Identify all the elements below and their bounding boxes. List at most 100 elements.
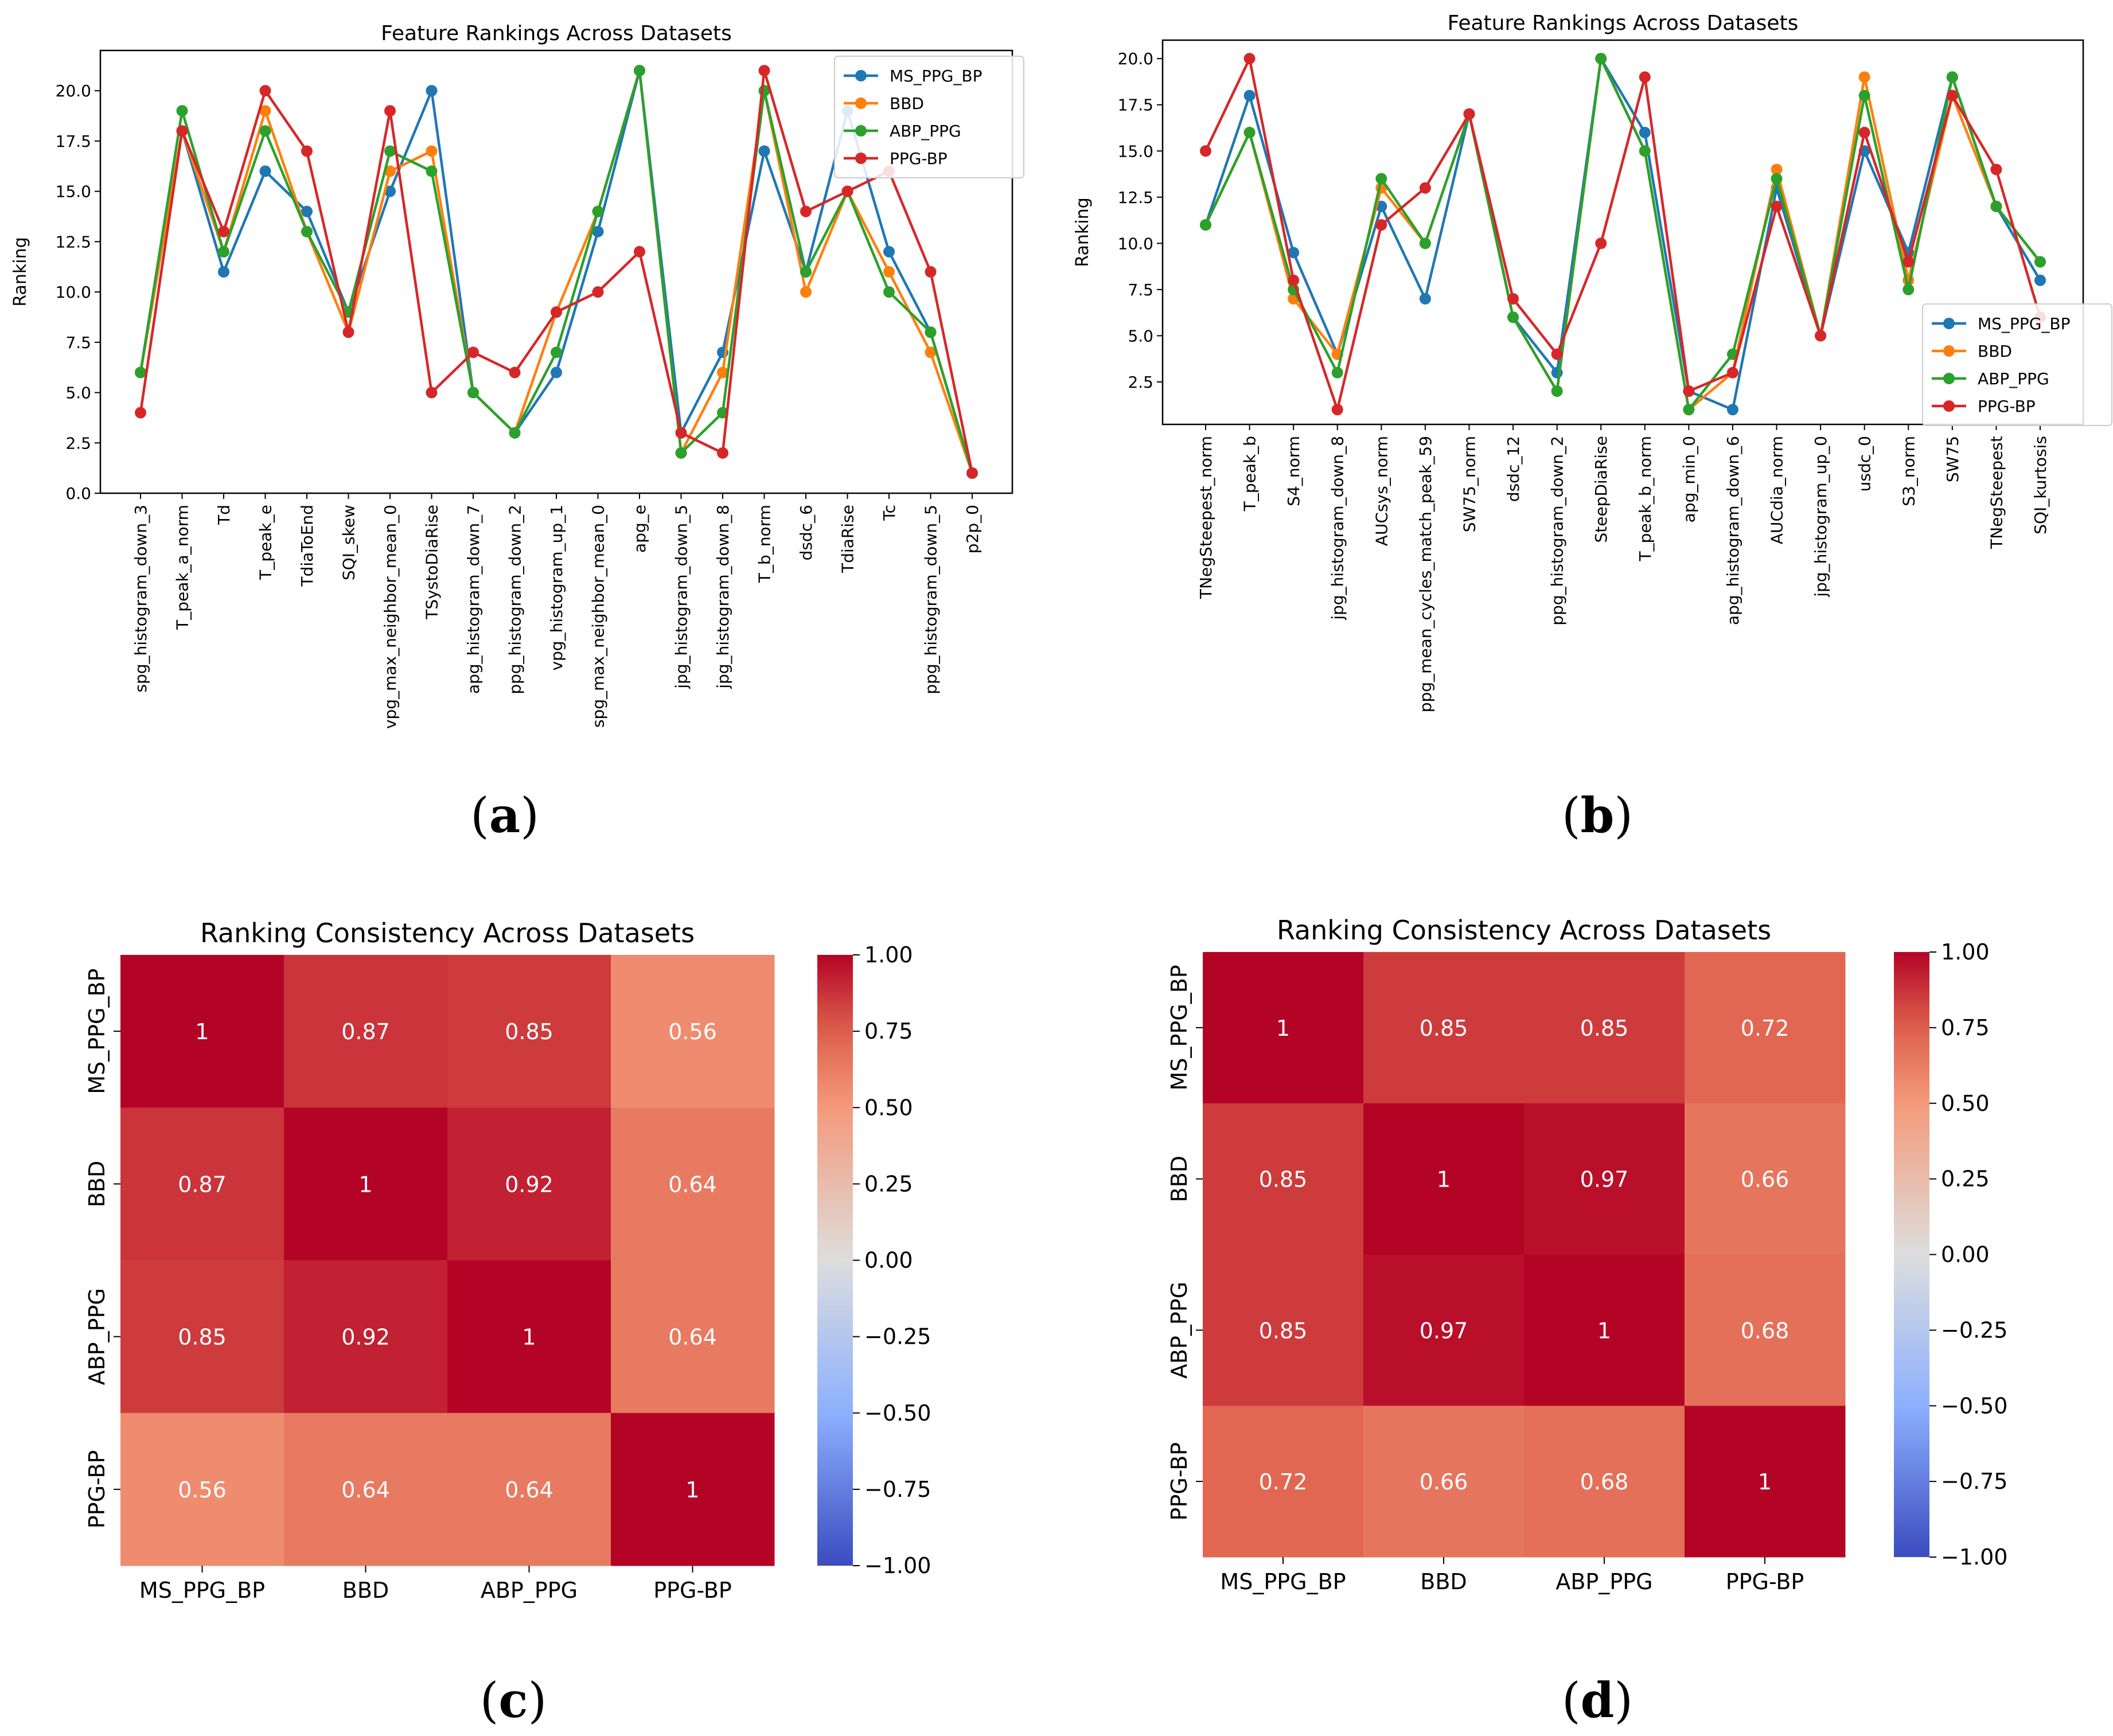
data-point xyxy=(426,145,438,157)
heatmap-cell xyxy=(120,1413,284,1566)
x-tick-label: TdiaToEnd xyxy=(298,505,317,587)
x-tick-label: ppg_mean_cycles_match_peak_59 xyxy=(1416,436,1435,712)
heatmap-cell xyxy=(1203,1254,1364,1406)
data-point xyxy=(551,366,562,379)
heatmap-cell xyxy=(284,1260,448,1414)
data-point xyxy=(800,205,812,217)
data-point xyxy=(1946,89,1958,102)
cell-value: 0.72 xyxy=(1741,1016,1790,1041)
colorbar-tick-label: 1.00 xyxy=(1941,939,1990,965)
data-point xyxy=(426,85,438,97)
cell-value: 1 xyxy=(1758,1469,1772,1495)
y-tick-label: 12.5 xyxy=(1118,188,1153,207)
data-point xyxy=(1419,182,1431,194)
x-tick-label: ABP_PPG xyxy=(1555,1569,1652,1594)
x-tick-label: AUCdia_norm xyxy=(1768,436,1787,544)
data-point xyxy=(1815,330,1827,342)
data-point xyxy=(1771,173,1783,185)
heatmap-cell xyxy=(1363,952,1525,1104)
data-point xyxy=(384,105,396,117)
x-tick-label: BBD xyxy=(342,1578,389,1603)
data-point xyxy=(467,387,479,399)
data-point xyxy=(1507,311,1519,323)
y-tick-label: 10.0 xyxy=(1118,234,1153,253)
data-point xyxy=(551,346,562,358)
data-point xyxy=(1243,127,1256,139)
heatmap-cell xyxy=(1203,1406,1364,1558)
y-tick-label: 20.0 xyxy=(1118,49,1153,68)
data-point xyxy=(1551,385,1563,397)
cell-value: 0.85 xyxy=(178,1325,227,1350)
cell-value: 0.85 xyxy=(1420,1016,1468,1041)
subfigure-label-c: (c) xyxy=(479,1672,547,1729)
data-point xyxy=(384,165,396,177)
plot-frame xyxy=(1161,39,2084,426)
data-point xyxy=(1288,247,1300,259)
cell-value: 1 xyxy=(522,1325,536,1350)
heatmap-cell xyxy=(1524,1406,1685,1558)
y-tick-label: 17.5 xyxy=(1118,96,1153,115)
data-point xyxy=(1726,404,1738,416)
heatmap-cell xyxy=(284,955,448,1108)
data-point xyxy=(1551,348,1563,360)
data-point xyxy=(1595,237,1607,249)
legend-label: PPG-BP xyxy=(890,149,948,168)
x-tick-label: AUCsys_norm xyxy=(1372,436,1391,546)
colorbar-tick-label: −0.25 xyxy=(864,1324,931,1349)
chart-title: Feature Rankings Across Datasets xyxy=(381,22,732,45)
x-tick-label: spg_max_neighbor_mean_0 xyxy=(589,505,608,728)
heatmap-cell xyxy=(611,955,775,1108)
data-point xyxy=(218,225,229,237)
heatmap-title: Ranking Consistency Across Datasets xyxy=(1277,915,1771,946)
heatmap-cell xyxy=(1363,1103,1525,1255)
legend-label: BBD xyxy=(890,94,924,113)
heatmap-cell xyxy=(611,1413,775,1566)
colorbar-tick-label: −0.50 xyxy=(864,1400,931,1426)
heatmap-c-svg: Ranking Consistency Across Datasets 1 0.87… xyxy=(84,918,931,1603)
data-point xyxy=(883,245,895,258)
heatmap-cell xyxy=(120,1107,284,1261)
data-point xyxy=(1990,163,2002,175)
chart-title: Feature Rankings Across Datasets xyxy=(1448,11,1799,35)
y-tick-label: 0.0 xyxy=(65,484,91,503)
heatmap-cell xyxy=(447,955,611,1108)
x-tick-label: apg_min_0 xyxy=(1679,436,1698,522)
y-tick-label: MS_PPG_BP xyxy=(84,969,110,1094)
heatmap-cell xyxy=(120,1260,284,1414)
y-tick-label: 15.0 xyxy=(1118,142,1153,161)
data-point xyxy=(675,427,687,439)
cell-value: 0.92 xyxy=(341,1325,390,1350)
cell-value: 0.56 xyxy=(668,1019,717,1044)
data-point xyxy=(592,205,604,217)
x-tick-label: SteepDiaRise xyxy=(1592,436,1611,543)
x-tick-label: vpg_histogram_up_1 xyxy=(547,505,566,670)
heatmap-cell xyxy=(1685,952,1846,1104)
colorbar-tick-label: 0.00 xyxy=(1941,1242,1990,1267)
legend-swatch-marker xyxy=(855,70,867,81)
x-tick-label: ppg_histogram_down_2 xyxy=(506,505,525,695)
data-point xyxy=(509,366,521,379)
data-point xyxy=(1331,366,1343,379)
heatmap-title: Ranking Consistency Across Datasets xyxy=(200,918,695,949)
data-point xyxy=(1639,145,1651,157)
y-tick-label: ABP_PPG xyxy=(84,1288,110,1385)
data-point xyxy=(1200,219,1211,231)
cell-value: 0.97 xyxy=(1580,1167,1629,1192)
x-tick-label: T_peak_b_norm xyxy=(1636,436,1655,561)
heatmap-cell xyxy=(1685,1103,1846,1255)
data-point xyxy=(384,145,396,157)
series-line xyxy=(1204,54,2041,413)
heatmap-cell xyxy=(1203,1103,1364,1255)
data-point xyxy=(426,387,438,399)
data-point xyxy=(634,65,645,77)
heatmap-d: Ranking Consistency Across Datasets 1 0.85… xyxy=(1056,883,2113,1646)
subfigure-label-b: (b) xyxy=(1561,787,1634,844)
data-point xyxy=(925,346,937,358)
y-tick-label: PPG-BP xyxy=(1167,1442,1192,1521)
x-tick-label: dsdc_12 xyxy=(1504,436,1523,502)
y-tick-label: BBD xyxy=(84,1161,110,1207)
x-tick-label: T_peak_b xyxy=(1241,436,1260,512)
colorbar-tick-label: 0.00 xyxy=(864,1248,913,1273)
x-tick-label: MS_PPG_BP xyxy=(139,1578,265,1603)
legend-swatch-marker xyxy=(1943,373,1955,384)
